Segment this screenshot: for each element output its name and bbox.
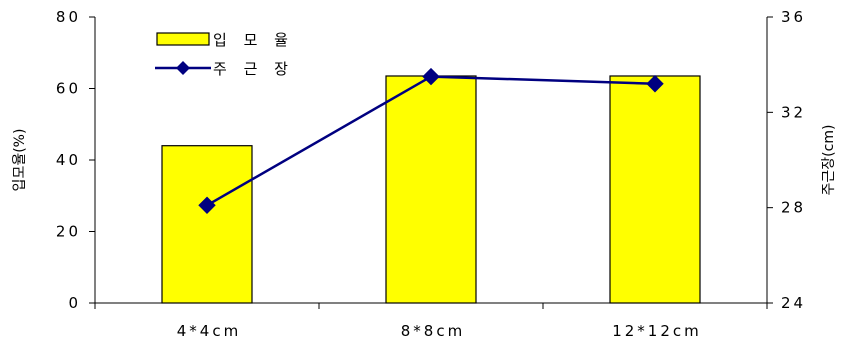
left-tick-label: 60: [56, 80, 81, 98]
bar-series: [161, 75, 701, 304]
left-axis-title: 입모율(%): [12, 129, 28, 192]
legend-line-label: 주 근 장: [213, 60, 294, 78]
left-tick-label: 20: [56, 223, 81, 241]
legend: 입 모 율 주 근 장: [155, 31, 294, 78]
bar-3: [609, 75, 701, 304]
right-tick-label: 32: [781, 103, 806, 121]
right-tick-label: 28: [781, 199, 806, 217]
line-point-2: [422, 67, 440, 86]
line-point-3: [646, 75, 664, 93]
legend-line-marker: [176, 61, 190, 75]
right-axis-title: 주근장(cm): [821, 125, 837, 196]
tick-labels: 0 20 40 60 80 24 28 32 36 4*4cm 8*8cm 12*12cm: [56, 8, 806, 340]
legend-bar-label: 입 모 율: [213, 31, 294, 49]
left-tick-label: 80: [56, 8, 81, 26]
axes: [89, 16, 773, 309]
bar-1: [161, 145, 253, 304]
x-tick-label: 8*8cm: [401, 322, 465, 340]
line-series: [198, 67, 664, 214]
right-tick-label: 36: [781, 8, 806, 26]
right-tick-label: 24: [781, 294, 806, 312]
bar-2: [385, 75, 477, 304]
left-tick-label: 0: [68, 294, 81, 312]
left-tick-label: 40: [56, 151, 81, 169]
x-tick-label: 12*12cm: [612, 322, 702, 340]
x-tick-label: 4*4cm: [177, 322, 241, 340]
line-point-1: [198, 196, 216, 214]
legend-bar-swatch: [156, 32, 210, 46]
